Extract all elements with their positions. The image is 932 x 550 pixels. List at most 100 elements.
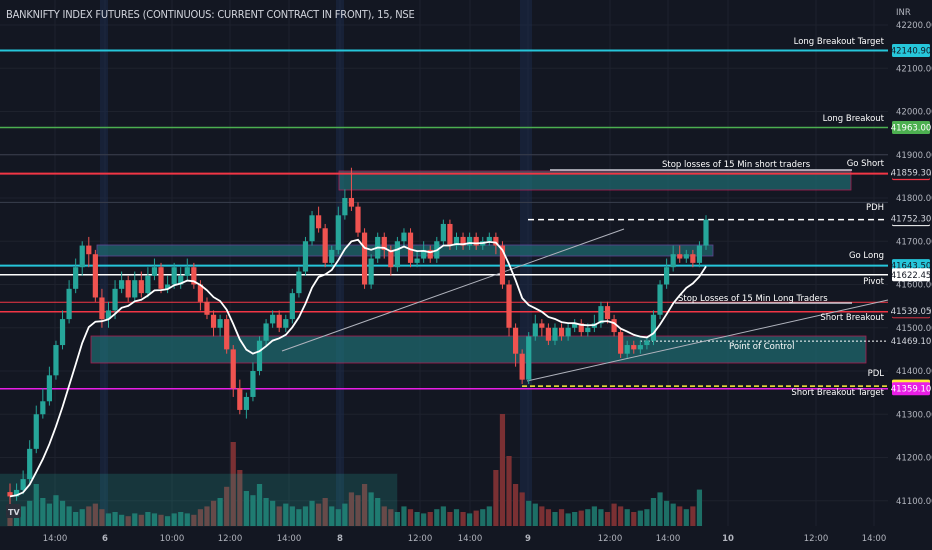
candle-body bbox=[604, 306, 611, 320]
candle bbox=[105, 301, 112, 328]
candle-body bbox=[309, 215, 315, 242]
volume-bar bbox=[677, 506, 683, 526]
volume-bar bbox=[604, 512, 611, 526]
candle-body bbox=[184, 267, 190, 276]
candle-body bbox=[13, 489, 20, 497]
volume-bar bbox=[7, 514, 13, 526]
candle bbox=[604, 301, 611, 324]
candle-body bbox=[414, 258, 420, 263]
candle bbox=[125, 275, 131, 302]
candle-body bbox=[578, 323, 584, 333]
tradingview-logo[interactable]: TV bbox=[6, 504, 21, 518]
volume-bar bbox=[460, 512, 466, 526]
time-tick-label: 8 bbox=[337, 534, 343, 544]
volume-bar bbox=[618, 506, 624, 526]
price-tick-label: 41600.00 bbox=[896, 281, 932, 291]
candle bbox=[664, 258, 670, 289]
candle bbox=[526, 332, 532, 384]
candle-body bbox=[585, 327, 591, 333]
annotation-short-stops: Stop losses of 15 Min short traders bbox=[662, 160, 811, 170]
time-tick-label: 12:00 bbox=[804, 534, 829, 544]
level-label: Go Short bbox=[847, 159, 885, 169]
candle bbox=[178, 267, 184, 289]
volume-bar bbox=[670, 503, 676, 526]
candle-body bbox=[329, 249, 335, 263]
candle bbox=[322, 223, 328, 268]
candle bbox=[650, 310, 657, 346]
volume-bar bbox=[644, 509, 650, 526]
candle-body bbox=[217, 319, 223, 328]
candle-body bbox=[92, 254, 98, 298]
candle bbox=[335, 206, 341, 255]
candle bbox=[309, 210, 315, 246]
volume-bars bbox=[7, 414, 703, 526]
price-tag-bg bbox=[892, 121, 930, 135]
volume-bar bbox=[270, 500, 276, 526]
candle-body bbox=[237, 388, 243, 410]
candle bbox=[348, 167, 355, 211]
candle bbox=[138, 271, 144, 298]
price-tag-bg bbox=[892, 334, 930, 348]
volume-bar bbox=[506, 456, 512, 526]
candle bbox=[20, 470, 26, 495]
candle bbox=[618, 327, 624, 359]
candle bbox=[394, 236, 400, 272]
annotation-poc: Point of Control bbox=[729, 342, 794, 352]
candle-body bbox=[33, 414, 39, 449]
candle-body bbox=[565, 327, 571, 337]
volume-bar bbox=[388, 509, 394, 526]
level-label: Short Breakout Target bbox=[791, 388, 884, 398]
candle-body bbox=[105, 310, 112, 320]
candle-body bbox=[250, 371, 256, 397]
volume-bar bbox=[401, 506, 407, 526]
candle bbox=[572, 319, 578, 333]
volume-bar bbox=[92, 503, 98, 526]
volume-bar bbox=[112, 512, 118, 526]
candle bbox=[27, 440, 33, 484]
price-tick-label: 41300.00 bbox=[896, 410, 932, 420]
price-tag-text: 41643.50 bbox=[891, 262, 932, 272]
candle-body bbox=[302, 241, 309, 272]
volume-bar bbox=[138, 514, 144, 526]
volume-bar bbox=[572, 512, 578, 526]
candle bbox=[204, 297, 210, 320]
volume-bar bbox=[184, 513, 190, 526]
candle-body bbox=[526, 336, 532, 380]
candle-body bbox=[73, 267, 79, 289]
candle-body bbox=[243, 396, 249, 410]
price-tick-label: 41700.00 bbox=[896, 237, 932, 247]
price-tick-label: 41400.00 bbox=[896, 367, 932, 377]
candle-body bbox=[427, 249, 433, 259]
price-tick-label: 41900.00 bbox=[896, 151, 932, 161]
session-highlights bbox=[100, 0, 532, 526]
price-axis[interactable]: INR 41100.00 41200.00 41300.00 41400.00 41500… bbox=[896, 8, 932, 507]
trend-lines bbox=[281, 169, 889, 382]
candle-body bbox=[342, 198, 348, 216]
candle-body bbox=[283, 319, 289, 328]
time-tick-label: 10 bbox=[722, 534, 734, 544]
candle-body bbox=[316, 215, 322, 229]
candle bbox=[453, 232, 460, 250]
candle-body bbox=[677, 254, 683, 259]
candle bbox=[86, 236, 92, 268]
candle bbox=[611, 314, 617, 337]
volume-bar bbox=[650, 498, 657, 526]
candle-body bbox=[66, 288, 72, 320]
candle-body bbox=[46, 375, 52, 402]
volume-bar bbox=[145, 512, 151, 526]
volume-bar bbox=[447, 512, 453, 526]
volume-bar bbox=[302, 506, 309, 526]
candle bbox=[644, 336, 650, 350]
volume-bar bbox=[637, 510, 643, 526]
session-highlight bbox=[100, 0, 108, 526]
candle-body bbox=[171, 267, 177, 285]
price-tag-bg bbox=[892, 268, 930, 282]
candle bbox=[683, 249, 689, 263]
time-axis[interactable]: 14:00 6 10:00 12:00 14:00 8 12:00 14:00 9 12:00 14… bbox=[43, 534, 887, 544]
candle bbox=[7, 483, 13, 506]
price-tag-text: 41469.10 bbox=[891, 337, 932, 347]
candle bbox=[401, 228, 407, 246]
candle-body bbox=[20, 479, 26, 490]
candle-body bbox=[263, 323, 269, 341]
